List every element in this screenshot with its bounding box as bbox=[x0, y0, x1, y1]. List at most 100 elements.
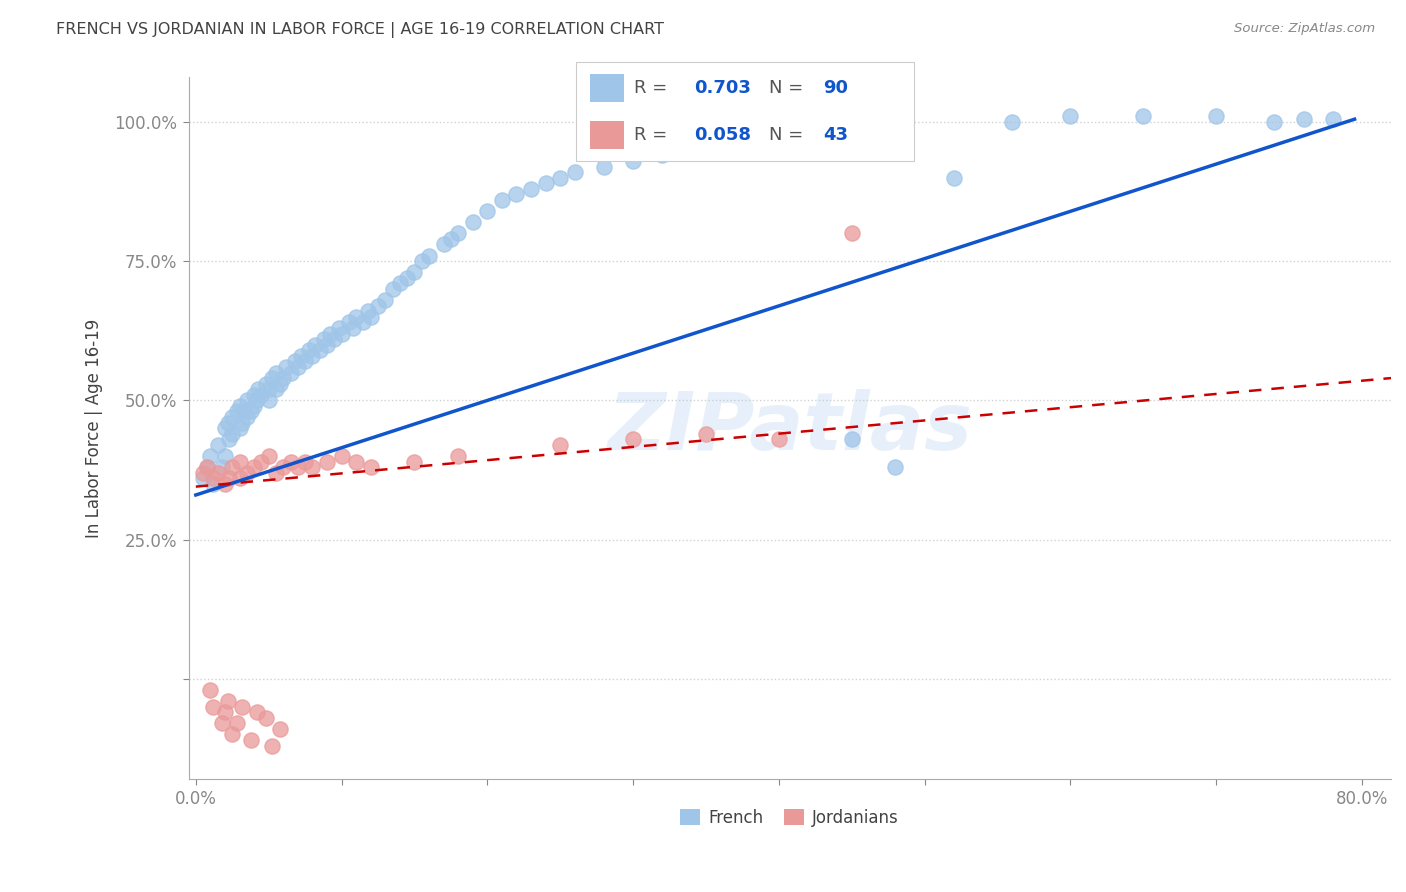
FancyBboxPatch shape bbox=[591, 121, 624, 149]
Point bbox=[240, 404, 263, 418]
Point bbox=[367, 299, 389, 313]
Point bbox=[280, 366, 302, 380]
Point bbox=[247, 382, 270, 396]
Point bbox=[520, 182, 543, 196]
Point bbox=[374, 293, 396, 307]
Point bbox=[202, 471, 225, 485]
Text: FRENCH VS JORDANIAN IN LABOR FORCE | AGE 16-19 CORRELATION CHART: FRENCH VS JORDANIAN IN LABOR FORCE | AGE… bbox=[56, 22, 664, 38]
Point bbox=[260, 371, 283, 385]
Point bbox=[257, 382, 280, 396]
Point bbox=[1059, 110, 1081, 124]
Point bbox=[404, 454, 426, 468]
Point bbox=[280, 454, 302, 468]
Y-axis label: In Labor Force | Age 16-19: In Labor Force | Age 16-19 bbox=[86, 318, 103, 538]
Point bbox=[621, 153, 644, 168]
Point bbox=[1263, 115, 1285, 129]
Point bbox=[1292, 112, 1315, 127]
Point bbox=[564, 165, 586, 179]
Point bbox=[243, 460, 266, 475]
Point bbox=[236, 410, 259, 425]
Point bbox=[202, 699, 225, 714]
Point bbox=[200, 682, 222, 697]
Point bbox=[342, 321, 364, 335]
Point bbox=[221, 410, 243, 425]
Point bbox=[440, 232, 463, 246]
Point bbox=[433, 237, 456, 252]
Point bbox=[360, 460, 382, 475]
Point bbox=[738, 126, 761, 140]
FancyBboxPatch shape bbox=[576, 62, 914, 161]
Point bbox=[269, 376, 291, 391]
Point bbox=[207, 466, 229, 480]
Point bbox=[257, 449, 280, 463]
Point bbox=[264, 382, 287, 396]
Point bbox=[316, 337, 339, 351]
Point bbox=[316, 454, 339, 468]
Point bbox=[254, 376, 277, 391]
Legend: French, Jordanians: French, Jordanians bbox=[673, 803, 905, 834]
Point bbox=[254, 711, 277, 725]
Point bbox=[264, 466, 287, 480]
Point bbox=[225, 404, 247, 418]
Point bbox=[621, 433, 644, 447]
Point bbox=[477, 204, 499, 219]
Point bbox=[360, 310, 382, 324]
FancyBboxPatch shape bbox=[591, 74, 624, 102]
Point bbox=[298, 343, 321, 358]
Point bbox=[284, 354, 307, 368]
Point bbox=[290, 349, 312, 363]
Point bbox=[218, 433, 240, 447]
Point bbox=[228, 421, 250, 435]
Point bbox=[461, 215, 484, 229]
Point bbox=[418, 249, 440, 263]
Point bbox=[287, 460, 309, 475]
Point bbox=[301, 460, 323, 475]
Point bbox=[942, 170, 965, 185]
Point bbox=[548, 170, 571, 185]
Text: ZIPatlas: ZIPatlas bbox=[607, 389, 973, 467]
Text: R =: R = bbox=[634, 126, 673, 144]
Point bbox=[260, 739, 283, 753]
Text: 0.703: 0.703 bbox=[695, 79, 751, 97]
Point bbox=[214, 449, 236, 463]
Point bbox=[319, 326, 342, 341]
Point bbox=[287, 359, 309, 374]
Point bbox=[243, 388, 266, 402]
Point bbox=[214, 705, 236, 719]
Text: Source: ZipAtlas.com: Source: ZipAtlas.com bbox=[1234, 22, 1375, 36]
Point bbox=[211, 716, 233, 731]
Point bbox=[301, 349, 323, 363]
Point bbox=[797, 115, 820, 129]
Point bbox=[250, 454, 273, 468]
Point bbox=[447, 227, 470, 241]
Point bbox=[344, 454, 367, 468]
Point bbox=[381, 282, 404, 296]
Point bbox=[231, 416, 253, 430]
Point bbox=[1132, 110, 1154, 124]
Point bbox=[1001, 115, 1024, 129]
Point bbox=[197, 460, 219, 475]
Point bbox=[695, 426, 717, 441]
Point bbox=[593, 160, 616, 174]
Point bbox=[768, 433, 790, 447]
Point bbox=[352, 315, 374, 329]
Point bbox=[221, 460, 243, 475]
Point bbox=[294, 354, 316, 368]
Point bbox=[388, 277, 411, 291]
Point bbox=[228, 399, 250, 413]
Point bbox=[304, 337, 326, 351]
Point bbox=[207, 438, 229, 452]
Point bbox=[328, 321, 350, 335]
Text: 0.058: 0.058 bbox=[695, 126, 752, 144]
Point bbox=[240, 733, 263, 747]
Point bbox=[534, 176, 557, 190]
Point bbox=[232, 404, 254, 418]
Point bbox=[841, 433, 863, 447]
Point bbox=[271, 371, 294, 385]
Point bbox=[214, 421, 236, 435]
Point bbox=[323, 332, 346, 346]
Point bbox=[221, 426, 243, 441]
Point bbox=[491, 193, 513, 207]
Point bbox=[1322, 112, 1344, 127]
Point bbox=[197, 460, 219, 475]
